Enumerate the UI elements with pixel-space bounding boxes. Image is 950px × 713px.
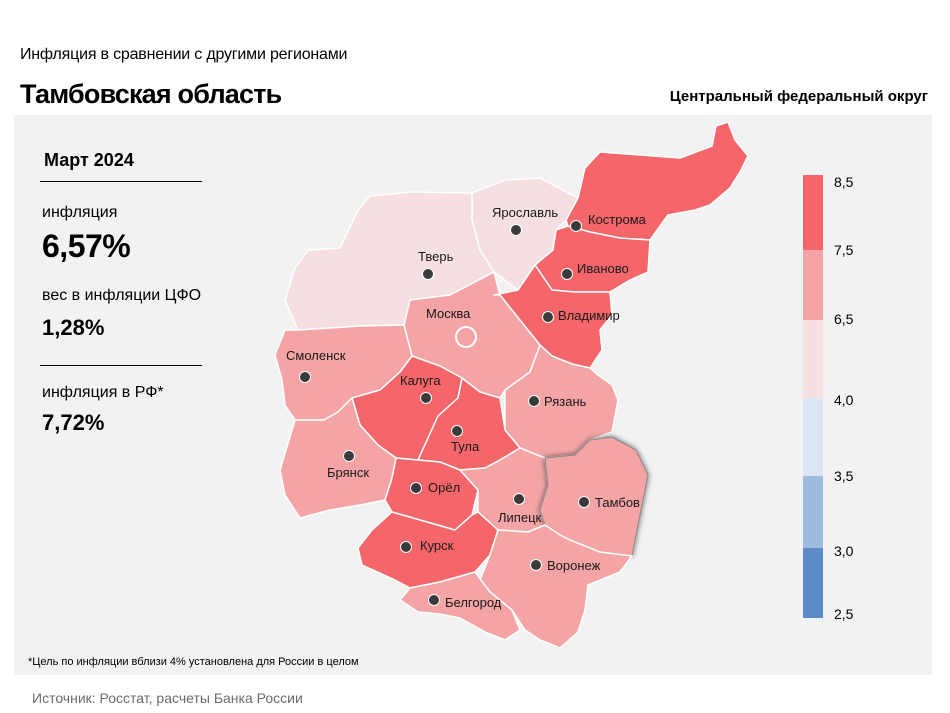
legend-tick: 7,5 [834,242,854,258]
legend-tick: 6,5 [834,311,854,327]
city-label: Владимир [558,308,620,323]
city-label: Орёл [428,480,460,495]
weight-label: вес в инфляции ЦФО [42,287,202,304]
source-note: Источник: Росстат, расчеты Банка России [32,690,303,706]
legend-band [803,320,823,398]
divider [40,365,202,366]
inflation-label: инфляция [42,204,118,221]
city-marker [455,326,477,348]
city-label: Белгород [445,595,502,610]
region-bryansk [279,397,397,519]
city-marker [299,371,311,383]
city-marker [420,392,432,404]
legend-band [803,250,823,320]
city-marker [400,541,412,553]
city-label: Тамбов [595,495,640,510]
city-marker [530,559,542,571]
weight-value: 1,28% [42,315,105,340]
city-marker [451,425,463,437]
city-marker [542,311,554,323]
legend-tick: 3,5 [834,468,854,484]
legend-band [803,476,823,548]
city-marker [561,268,573,280]
rf-inflation-label: инфляция в РФ* [42,384,164,401]
inflation-value: 6,57% [42,228,131,264]
city-label: Кострома [588,212,647,227]
city-label: Брянск [327,465,369,480]
period-label: Март 2024 [44,150,134,170]
legend-tick: 3,0 [834,543,854,559]
legend-tick: 2,5 [834,606,854,622]
city-label: Ярославль [492,205,558,220]
legend-tick: 8,5 [834,174,854,190]
city-marker [428,594,440,606]
city-marker [513,493,525,505]
city-label: Москва [426,306,471,321]
rf-inflation-value: 7,72% [42,410,105,435]
city-marker [578,496,590,508]
footnote: *Цель по инфляции вблизи 4% установлена … [28,656,359,668]
city-label: Калуга [400,373,441,388]
city-label: Липецк [498,510,542,525]
city-marker [410,482,422,494]
page-title: Тамбовская область [20,79,282,109]
city-label: Курск [420,538,454,553]
district-label: Центральный федеральный округ [669,88,928,105]
city-label: Смоленск [286,348,346,363]
legend-tick: 4,0 [834,392,854,408]
city-marker [510,224,522,236]
city-label: Рязань [544,394,587,409]
city-marker [570,220,582,232]
city-marker [422,268,434,280]
legend-band [803,175,823,250]
region-belgorod [399,571,521,641]
city-label: Тверь [418,249,454,264]
city-marker [343,450,355,462]
city-marker [528,395,540,407]
subtitle: Инфляция в сравнении с другими регионами [20,46,348,63]
city-label: Воронеж [547,558,601,573]
city-label: Тула [451,439,480,454]
divider [40,181,202,182]
city-label: Иваново [577,261,629,276]
legend-band [803,548,823,618]
legend-band [803,398,823,476]
